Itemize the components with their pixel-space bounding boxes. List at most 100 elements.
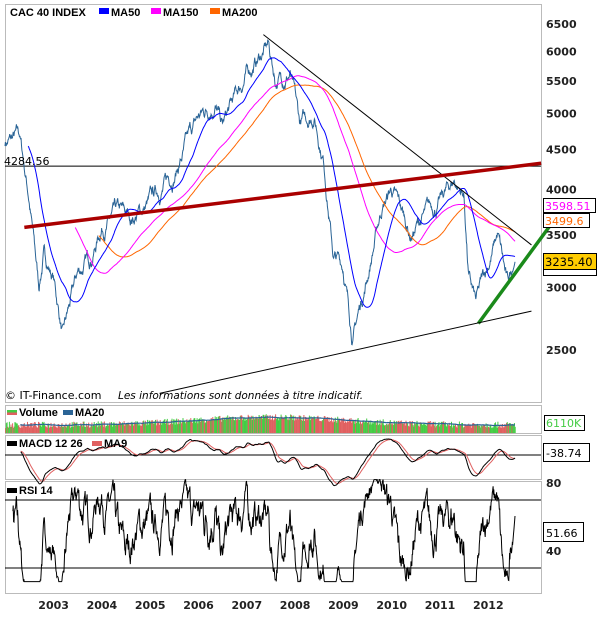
legend-swatch-rsi xyxy=(7,488,17,493)
volume-bar xyxy=(252,415,254,433)
volume-bar xyxy=(88,422,90,433)
volume-bar xyxy=(180,420,182,433)
x-tick-label: 2011 xyxy=(425,599,456,612)
volume-bar xyxy=(484,427,486,433)
volume-bar xyxy=(85,426,87,433)
volume-bar xyxy=(12,423,14,433)
volume-bar xyxy=(223,420,225,433)
volume-bar xyxy=(269,415,271,433)
volume-bar xyxy=(394,421,396,433)
volume-bar xyxy=(224,417,226,433)
volume-bar xyxy=(427,421,429,433)
volume-bar xyxy=(205,422,207,433)
volume-bar xyxy=(381,423,383,433)
volume-bar xyxy=(42,422,44,433)
volume-bar xyxy=(318,418,320,433)
volume-bar xyxy=(20,424,22,433)
volume-bar xyxy=(96,427,98,433)
volume-bar xyxy=(307,417,309,433)
volume-bar xyxy=(16,423,18,433)
volume-bar xyxy=(242,419,244,433)
volume-bar xyxy=(388,424,390,433)
volume-bar xyxy=(90,425,92,433)
volume-bar xyxy=(207,421,209,433)
volume-bar xyxy=(338,419,339,433)
volume-bar xyxy=(493,426,495,433)
volume-bar xyxy=(164,419,166,433)
volume-bar xyxy=(437,423,439,433)
trendline-2 xyxy=(476,210,562,325)
volume-bar xyxy=(467,424,469,433)
volume-bar xyxy=(459,424,461,433)
volume-bar xyxy=(261,418,263,433)
volume-bar xyxy=(99,423,101,433)
volume-bar xyxy=(392,425,394,433)
volume-bar xyxy=(407,423,409,433)
volume-bar xyxy=(352,420,354,433)
volume-bar xyxy=(354,423,356,433)
volume-bar xyxy=(385,423,387,433)
volume-bar xyxy=(231,416,233,433)
volume-bar xyxy=(374,421,376,433)
volume-bar xyxy=(314,417,316,433)
volume-bar xyxy=(8,421,10,433)
macd-signal-line xyxy=(20,439,515,484)
volume-bar xyxy=(423,423,425,433)
volume-bar xyxy=(175,419,177,433)
volume-bar xyxy=(191,421,193,433)
volume-bar xyxy=(366,418,368,433)
volume-bar xyxy=(308,415,310,433)
volume-bar xyxy=(482,425,484,433)
volume-bar xyxy=(60,424,62,433)
volume-bar xyxy=(33,426,35,433)
volume-bar xyxy=(55,426,57,433)
volume-bar xyxy=(498,426,500,433)
volume-bar xyxy=(512,424,514,433)
volume-bar xyxy=(389,421,390,433)
volume-bar xyxy=(246,418,248,433)
volume-bar xyxy=(30,423,32,433)
volume-bar xyxy=(439,426,441,433)
volume-bar xyxy=(419,422,421,433)
macd-layer xyxy=(5,438,541,487)
legend-ma20: MA20 xyxy=(75,407,104,419)
volume-bar xyxy=(440,421,442,433)
volume-bar xyxy=(387,423,389,433)
volume-bar xyxy=(104,427,106,433)
volume-bar xyxy=(217,419,218,433)
volume-bar xyxy=(68,424,70,433)
volume-bar xyxy=(186,419,188,433)
volume-bar xyxy=(111,426,113,433)
volume-bar xyxy=(316,419,317,433)
volume-bar xyxy=(430,426,432,433)
macd-line xyxy=(20,438,516,487)
volume-bar xyxy=(237,419,239,433)
volume-bar xyxy=(139,424,141,433)
x-tick-label: 2004 xyxy=(87,599,118,612)
volume-bar xyxy=(8,427,10,433)
volume-bar xyxy=(63,426,65,433)
volume-bar xyxy=(206,421,208,433)
svg-text:51.66: 51.66 xyxy=(546,527,578,540)
volume-bar xyxy=(206,420,207,433)
volume-bar xyxy=(300,416,302,433)
volume-bar xyxy=(48,423,50,433)
volume-bar xyxy=(480,425,482,433)
volume-bar xyxy=(402,423,404,433)
volume-bar xyxy=(476,425,478,433)
volume-bar xyxy=(131,421,133,433)
volume-bar xyxy=(344,423,346,433)
volume-bar xyxy=(261,416,262,433)
trendline-0 xyxy=(263,34,532,246)
legend-ma150: MA150 xyxy=(163,7,198,19)
volume-bar xyxy=(339,419,341,433)
volume-bar xyxy=(473,423,475,433)
volume-bar xyxy=(341,419,343,433)
volume-bar xyxy=(43,421,45,433)
volume-bar xyxy=(378,423,380,433)
volume-bar xyxy=(64,426,66,433)
volume-bar xyxy=(319,420,321,433)
volume-bar xyxy=(83,421,85,433)
volume-bar xyxy=(156,419,158,433)
volume-bar xyxy=(136,421,138,433)
